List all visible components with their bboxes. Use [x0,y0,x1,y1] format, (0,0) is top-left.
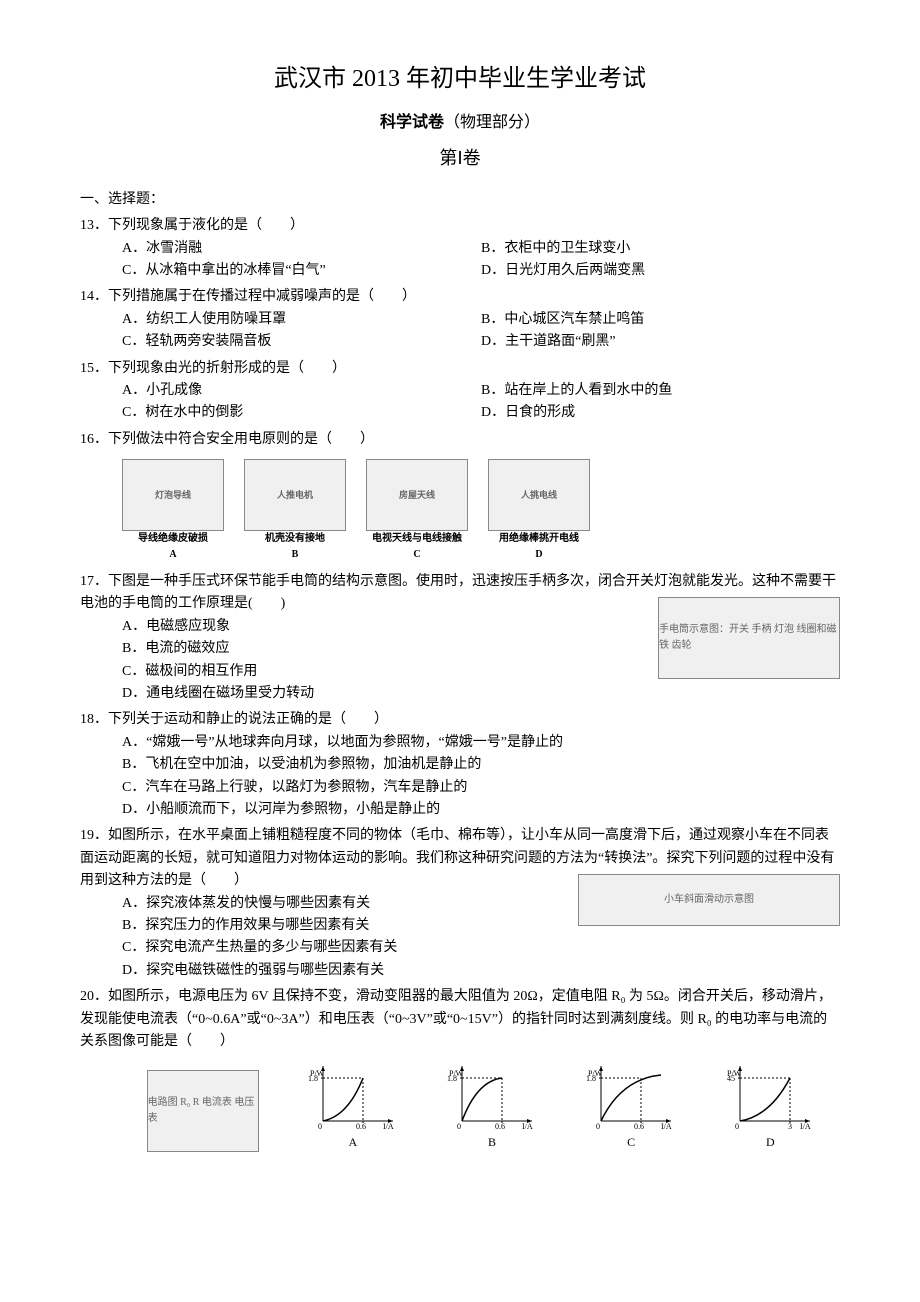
question-16: 16．下列做法中符合安全用电原则的是（ ） 灯泡导线 导线绝缘皮破损 A 人推电… [80,429,840,563]
sub-title-rest: （物理部分） [444,114,540,131]
graph-c: P/W 1.8 0.6 I/A 0 C [586,1061,676,1152]
figure-row: 灯泡导线 导线绝缘皮破损 A 人推电机 机壳没有接地 B 房屋天线 电视天线与电… [80,459,840,563]
q-num: 17． [80,574,108,589]
q-text: 下列现象属于液化的是（ ） [108,218,304,233]
option-d: D．日光灯用久后两端变黑 [481,260,840,282]
svg-text:I/A: I/A [800,1122,811,1131]
svg-text:45: 45 [727,1074,735,1083]
options: A．纺织工人使用防噪耳罩 B．中心城区汽车禁止鸣笛 C．轻轨两旁安装隔音板 D．… [80,309,840,354]
figure-label: D [535,547,542,563]
q-num: 20． [80,989,108,1004]
svg-text:I/A: I/A [383,1122,394,1131]
figure-label: A [169,547,176,563]
option-d: D．通电线圈在磁场里受力转动 [122,683,840,705]
graph-label: A [348,1133,357,1152]
figure-image: 人挑电线 [488,459,590,531]
options: A．小孔成像 B．站在岸上的人看到水中的鱼 C．树在水中的倒影 D．日食的形成 [80,380,840,425]
q-num: 18． [80,712,108,727]
side-figure: 手电筒示意图：开关 手柄 灯泡 线圈和磁铁 齿轮 [658,597,840,679]
option-c: C．树在水中的倒影 [122,402,481,424]
question-13: 13．下列现象属于液化的是（ ） A．冰雪消融 B．衣柜中的卫生球变小 C．从冰… [80,215,840,282]
option-c: C．探究电流产生热量的多少与哪些因素有关 [122,937,840,959]
option-d: D．探究电磁铁磁性的强弱与哪些因素有关 [122,960,840,982]
option-c: C．从冰箱中拿出的冰棒冒“白气” [122,260,481,282]
figure-b: 人推电机 机壳没有接地 B [244,459,346,563]
option-a: A．“嫦娥一号”从地球奔向月球，以地面为参照物，“嫦娥一号”是静止的 [122,732,840,754]
option-b: B．衣柜中的卫生球变小 [481,238,840,260]
question-19: 19．如图所示，在水平桌面上铺粗糙程度不同的物体（毛巾、棉布等），让小车从同一高… [80,825,840,982]
graph-a: P/W 1.8 0.6 I/A 0 A [308,1061,398,1152]
question-14: 14．下列措施属于在传播过程中减弱噪声的是（ ） A．纺织工人使用防噪耳罩 B．… [80,286,840,353]
options: A．“嫦娥一号”从地球奔向月球，以地面为参照物，“嫦娥一号”是静止的 B．飞机在… [80,732,840,822]
sub-title: 科学试卷（物理部分） [80,110,840,136]
figure-caption: 用绝缘棒挑开电线 [499,531,579,547]
option-b: B．飞机在空中加油，以受油机为参照物，加油机是静止的 [122,754,840,776]
figure-caption: 导线绝缘皮破损 [138,531,208,547]
svg-text:0: 0 [457,1122,461,1131]
svg-text:I/A: I/A [661,1122,672,1131]
option-a: A．小孔成像 [122,380,481,402]
svg-text:3: 3 [788,1122,792,1131]
question-20: 20．如图所示，电源电压为 6V 且保持不变，滑动变阻器的最大阻值为 20Ω，定… [80,986,840,1152]
q-text: 如图所示，电源电压为 6V 且保持不变，滑动变阻器的最大阻值为 20Ω，定值电阻… [80,989,832,1049]
svg-text:0.6: 0.6 [634,1122,644,1131]
sub-title-bold: 科学试卷 [380,114,444,131]
figure-image: 灯泡导线 [122,459,224,531]
option-d: D．日食的形成 [481,402,840,424]
q-num: 14． [80,289,108,304]
question-18: 18．下列关于运动和静止的说法正确的是（ ） A．“嫦娥一号”从地球奔向月球，以… [80,709,840,821]
figure-a: 灯泡导线 导线绝缘皮破损 A [122,459,224,563]
graph-b: P/W 1.8 0.6 I/A 0 B [447,1061,537,1152]
q-num: 15． [80,361,108,376]
option-c: C．轻轨两旁安装隔音板 [122,331,481,353]
option-a: A．纺织工人使用防噪耳罩 [122,309,481,331]
q-text: 下列关于运动和静止的说法正确的是（ ） [108,712,388,727]
svg-text:0.6: 0.6 [356,1122,366,1131]
option-a: A．冰雪消融 [122,238,481,260]
q-num: 13． [80,218,108,233]
svg-text:0: 0 [318,1122,322,1131]
option-b: B．站在岸上的人看到水中的鱼 [481,380,840,402]
graph-d: P/W 45 3 I/A 0 D [725,1061,815,1152]
graph-label: D [766,1133,775,1152]
question-17: 17．下图是一种手压式环保节能手电筒的结构示意图。使用时，迅速按压手柄多次，闭合… [80,571,840,705]
q-text: 下列措施属于在传播过程中减弱噪声的是（ ） [108,289,416,304]
options: A．冰雪消融 B．衣柜中的卫生球变小 C．从冰箱中拿出的冰棒冒“白气” D．日光… [80,238,840,283]
svg-text:1.8: 1.8 [586,1074,596,1083]
figure-label: B [292,547,299,563]
option-b: B．中心城区汽车禁止鸣笛 [481,309,840,331]
option-c: C．汽车在马路上行驶，以路灯为参照物，汽车是静止的 [122,777,840,799]
figure-d: 人挑电线 用绝缘棒挑开电线 D [488,459,590,563]
svg-text:1.8: 1.8 [308,1074,318,1083]
figure-caption: 电视天线与电线接触 [372,531,462,547]
question-15: 15．下列现象由光的折射形成的是（ ） A．小孔成像 B．站在岸上的人看到水中的… [80,358,840,425]
circuit-diagram: 电路图 R₀ R 电流表 电压表 [147,1070,259,1152]
option-d: D．小船顺流而下，以河岸为参照物，小船是静止的 [122,799,840,821]
figure-caption: 机壳没有接地 [265,531,325,547]
option-d: D．主干道路面“刷黑” [481,331,840,353]
svg-text:0: 0 [735,1122,739,1131]
figure-label: C [413,547,420,563]
q-text: 下列现象由光的折射形成的是（ ） [108,361,346,376]
svg-text:1.8: 1.8 [447,1074,457,1083]
q20-figures: 电路图 R₀ R 电流表 电压表 P/W 1.8 0.6 I/A 0 [80,1061,840,1152]
q-text: 下列做法中符合安全用电原则的是（ ） [108,432,374,447]
side-figure: 小车斜面滑动示意图 [578,874,840,926]
section-title: 第Ⅰ卷 [80,144,840,173]
q-num: 16． [80,432,108,447]
main-title: 武汉市 2013 年初中毕业生学业考试 [80,60,840,98]
svg-text:I/A: I/A [522,1122,533,1131]
graph-label: C [627,1133,635,1152]
svg-text:0: 0 [596,1122,600,1131]
figure-image: 房屋天线 [366,459,468,531]
graph-label: B [488,1133,496,1152]
figure-image: 人推电机 [244,459,346,531]
q-num: 19． [80,828,108,843]
figure-c: 房屋天线 电视天线与电线接触 C [366,459,468,563]
svg-text:0.6: 0.6 [495,1122,505,1131]
section-heading: 一、选择题： [80,189,840,211]
